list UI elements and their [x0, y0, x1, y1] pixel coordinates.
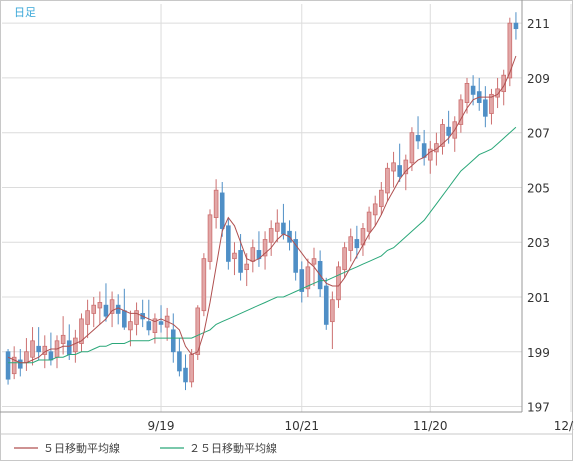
candle-body: [238, 250, 243, 273]
candle-layer: [5, 12, 519, 391]
candle-body: [379, 189, 384, 208]
candle-body: [501, 74, 506, 93]
candle-body: [311, 258, 317, 265]
candle-body: [415, 135, 421, 142]
candle-body: [268, 228, 274, 243]
candle-body: [134, 310, 139, 325]
candle-body: [483, 99, 488, 117]
y-tick-label: 205: [527, 181, 550, 195]
candle-body: [397, 165, 402, 177]
candle-body: [275, 222, 280, 232]
legend-label-ma25: ２５日移動平均線: [189, 441, 277, 455]
candle-body: [24, 351, 29, 364]
candle-body: [201, 258, 207, 312]
candle-body: [219, 192, 225, 229]
y-tick-label: 201: [527, 291, 550, 305]
candle-body: [5, 351, 11, 380]
candle-body: [48, 351, 54, 361]
grid-layer: [2, 4, 572, 412]
candle-body: [232, 252, 237, 260]
candle-body: [262, 239, 268, 257]
candle-body: [109, 299, 115, 314]
candle-body: [446, 126, 451, 136]
candle-body: [213, 189, 219, 218]
period-label: 日足: [14, 6, 36, 19]
candle-body: [18, 359, 23, 369]
candle-body: [226, 225, 231, 262]
axis-layer: 197 199 201 203 205 207 209 211 9/19 10/21 11/20 12…: [0, 0, 574, 435]
x-tick-label: 12/22: [554, 419, 574, 433]
candle-body: [342, 247, 347, 271]
ma25-line: [8, 126, 517, 364]
candle-body: [489, 93, 494, 114]
moving-average-layer: [7, 55, 517, 364]
candle-body: [11, 356, 17, 375]
candle-body: [195, 307, 201, 355]
candle-body: [440, 124, 445, 147]
y-tick-label: 199: [527, 346, 550, 360]
candle-body: [305, 266, 311, 290]
candle-body: [103, 304, 109, 317]
candle-body: [391, 162, 396, 172]
candle-body: [421, 143, 427, 158]
candle-body: [470, 85, 476, 95]
candle-body: [250, 247, 256, 262]
candle-body: [403, 159, 409, 175]
candle-body: [97, 302, 103, 309]
candle-body: [30, 340, 35, 358]
candle-body: [409, 132, 415, 164]
candle-body: [152, 318, 158, 333]
candle-body: [299, 269, 305, 292]
candle-body: [244, 263, 249, 271]
candle-body: [91, 304, 97, 314]
legend: ５日移動平均線 ２５日移動平均線: [14, 441, 277, 455]
candle-body: [170, 329, 176, 353]
candle-body: [427, 148, 433, 161]
candle-body: [177, 351, 182, 372]
x-tick-label: 11/20: [413, 419, 448, 433]
candle-body: [36, 345, 41, 353]
x-tick-label: 9/19: [148, 419, 175, 433]
candle-body: [42, 345, 48, 355]
candle-body: [85, 310, 90, 325]
y-tick-label: 203: [527, 236, 550, 250]
candle-body: [336, 266, 341, 301]
candle-body: [464, 83, 470, 103]
candle-body: [495, 88, 500, 98]
candle-body: [128, 321, 133, 331]
candle-body: [293, 239, 298, 273]
candle-body: [146, 321, 152, 331]
candle-body: [348, 236, 354, 251]
candle-body: [122, 310, 127, 328]
candle-body: [354, 239, 360, 249]
candle-body: [73, 337, 78, 353]
candle-body: [372, 203, 378, 216]
candle-body: [183, 367, 188, 383]
candle-body: [458, 99, 464, 125]
candle-body: [513, 22, 519, 30]
candle-body: [79, 318, 84, 344]
candle-body: [323, 285, 329, 325]
candle-body: [189, 354, 194, 383]
candle-body: [66, 340, 72, 355]
ma5-line: [7, 55, 517, 364]
candle-body: [207, 214, 213, 262]
candle-body: [60, 334, 66, 344]
y-tick-label: 211: [527, 17, 550, 31]
legend-label-ma5: ５日移動平均線: [43, 441, 120, 455]
candle-body: [115, 304, 121, 314]
candle-body: [385, 167, 390, 194]
candle-body: [330, 299, 335, 323]
candle-body: [366, 211, 372, 232]
y-tick-label: 207: [527, 127, 550, 141]
candle-body: [507, 22, 513, 79]
y-tick-label: 209: [527, 72, 550, 86]
y-tick-label: 197: [527, 401, 550, 415]
candle-body: [281, 222, 286, 235]
x-tick-label: 10/21: [284, 419, 319, 433]
candle-body: [158, 321, 164, 325]
